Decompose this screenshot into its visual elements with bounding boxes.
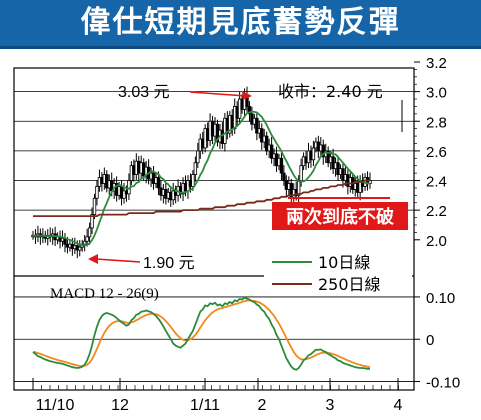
price-tick-label: 2.2: [426, 203, 447, 220]
title-bar: [0, 0, 481, 49]
macd-tick-label: -0.10: [426, 375, 460, 392]
candle-body: [92, 197, 97, 215]
annotation-low: 1.90 元: [143, 255, 195, 272]
price-tick-label: 2.8: [426, 114, 447, 131]
price-tick-label: 3.0: [426, 85, 447, 102]
candle-body: [247, 106, 252, 115]
candle-body: [193, 162, 198, 175]
alert-box: [272, 202, 408, 230]
macd-title: MACD 12 - 26(9): [50, 286, 159, 302]
annotation-high: 3.03 元: [118, 84, 170, 101]
legend-bg: [264, 250, 412, 294]
arrow-low-head: [88, 254, 98, 264]
candle-body: [260, 128, 264, 143]
x-tick-label: 3: [326, 397, 335, 414]
x-tick-label: 11/10: [36, 397, 75, 414]
x-tick-label: 12: [111, 397, 129, 414]
macd-signal-line: [32, 299, 371, 368]
arrow-low-line: [95, 258, 141, 263]
legend-label: 250日線: [318, 275, 381, 294]
candle-body: [191, 174, 195, 187]
arrow-high-line: [189, 91, 247, 97]
annotation-close: 收市：2.40 元: [278, 82, 383, 101]
candle-body: [279, 157, 284, 174]
candle-body: [299, 165, 303, 181]
chart-title: 偉仕短期見底蓄勢反彈: [80, 5, 401, 40]
x-tick-label: 2: [258, 397, 267, 414]
ma10-line: [32, 110, 371, 246]
candle-body: [196, 150, 200, 164]
candle-body: [78, 246, 82, 251]
ma250-line: [33, 179, 370, 217]
arrow-high-head: [242, 91, 252, 100]
candle-body: [156, 177, 161, 189]
price-tick-label: 2.6: [426, 144, 447, 161]
x-tick-label: 4: [394, 397, 403, 414]
macd-tick-label: 0: [426, 332, 434, 349]
candle-body: [311, 147, 316, 161]
price-tick-label: 3.2: [426, 55, 447, 72]
macd-line: [32, 296, 370, 371]
candle-body: [90, 214, 94, 229]
macd-tick-label: 0.10: [426, 290, 455, 307]
candle-body: [255, 117, 259, 134]
candle-body: [122, 190, 126, 199]
plot-frame: [13, 67, 415, 391]
candle-body: [282, 172, 286, 181]
candle-body: [264, 135, 269, 152]
candle-body: [85, 236, 89, 242]
price-tick-label: 2.4: [426, 174, 447, 191]
x-tick-label: 1/11: [190, 397, 220, 414]
candle-body: [269, 144, 274, 159]
candle-body: [87, 227, 92, 238]
candle-body: [82, 240, 87, 245]
candle-body: [95, 186, 99, 199]
price-tick-label: 2.0: [426, 233, 447, 250]
legend-label: 10日線: [318, 253, 370, 272]
alert-text: 兩次到底不破: [286, 206, 394, 228]
